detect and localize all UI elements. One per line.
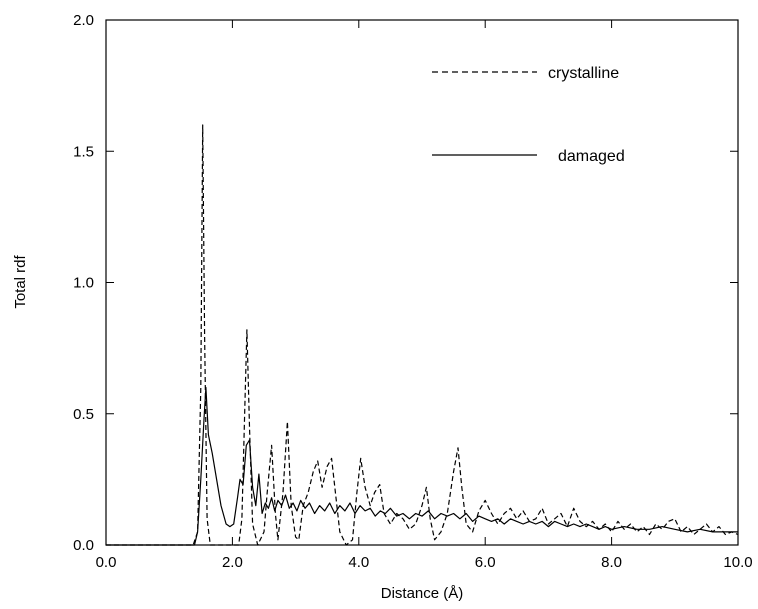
legend-label-damaged: damaged: [558, 148, 625, 165]
legend-label-crystalline: crystalline: [548, 65, 619, 82]
x-tick-label: 8.0: [601, 554, 622, 571]
x-axis-label: Distance (Å): [381, 585, 464, 602]
x-tick-label: 10.0: [723, 554, 752, 571]
series-layer: [106, 124, 739, 546]
x-tick-label: 6.0: [475, 554, 496, 571]
y-tick-label: 0.0: [73, 537, 94, 554]
y-axis-label: Total rdf: [12, 254, 29, 308]
plot-frame: [105, 19, 739, 546]
y-tick-label: 2.0: [73, 12, 94, 29]
series-line-crystalline: [106, 124, 739, 546]
y-tick-label: 0.5: [73, 406, 94, 423]
x-tick-label: 2.0: [222, 554, 243, 571]
legend: crystalline damaged: [432, 65, 625, 165]
y-tick-label: 1.0: [73, 275, 94, 292]
x-tick-label: 0.0: [96, 554, 117, 571]
series-line-damaged: [106, 386, 738, 546]
y-axis-ticks: 0.0 0.5 1.0 1.5 2.0: [73, 12, 738, 554]
x-tick-label: 4.0: [348, 554, 369, 571]
x-axis-ticks: 0.0 2.0 4.0 6.0 8.0 10.0: [96, 20, 753, 571]
y-tick-label: 1.5: [73, 143, 94, 160]
